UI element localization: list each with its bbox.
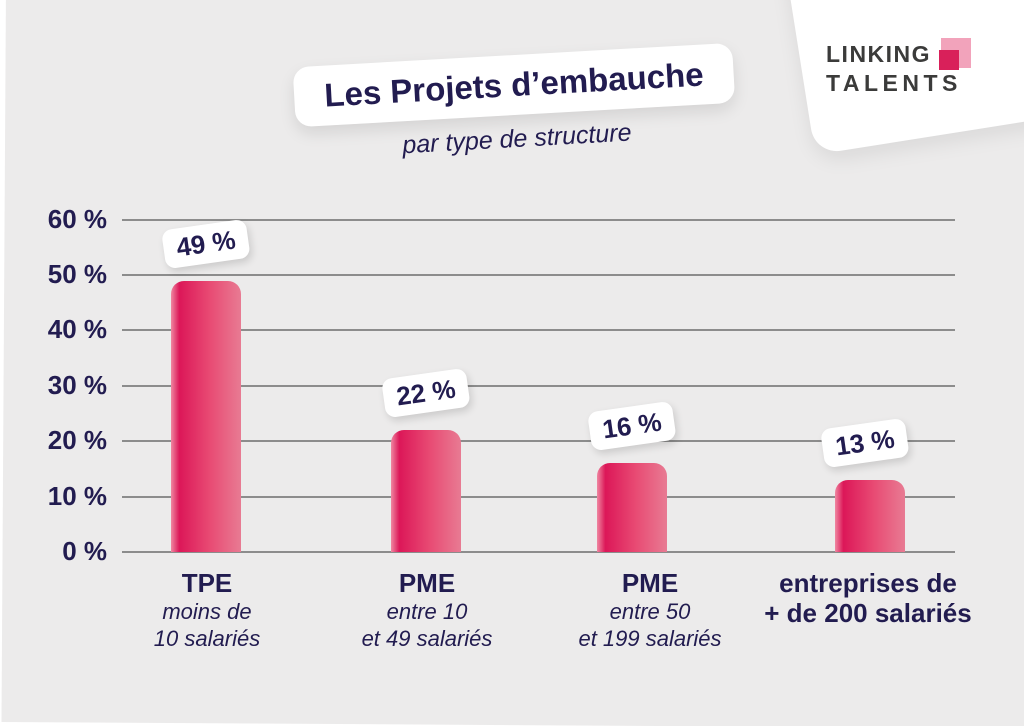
category-sublabel: entre 50 <box>609 599 691 624</box>
category-name: TPE <box>181 568 233 598</box>
y-axis-tick-label: 20 % <box>47 425 107 456</box>
category-sublabel: moins de <box>162 599 252 624</box>
category-label: entreprises de + de 200 salariés <box>738 568 998 629</box>
brand-word-talents: TALENTS <box>826 70 962 96</box>
bar-tpe <box>171 280 241 552</box>
category-name: PME <box>621 568 679 598</box>
brand-square-dark <box>939 50 960 70</box>
category-sublabel: et 49 salariés <box>361 626 493 651</box>
gridline-10% <box>122 495 955 498</box>
y-axis-tick-label: 60 % <box>47 203 107 234</box>
category-name: PME <box>398 568 456 598</box>
gridline-50% <box>122 274 955 276</box>
brand-logo: LINKING TALENTS <box>826 38 972 97</box>
gridline-0% <box>122 551 955 553</box>
brand-squares-icon <box>939 38 972 70</box>
y-axis-tick-label: 50 % <box>47 259 107 289</box>
gridline-40% <box>122 329 955 332</box>
gridline-20% <box>122 440 955 443</box>
y-axis-tick-label: 0 % <box>62 536 107 566</box>
value-label-tag: 22 % <box>381 367 471 419</box>
category-label: PME entre 10 et 49 salariés <box>297 568 557 652</box>
bar-entreprises-de <box>835 479 905 552</box>
gridline-60% <box>122 218 955 221</box>
value-label-tag: 13 % <box>820 417 910 469</box>
category-label: PME entre 50 et 199 salariés <box>520 568 780 652</box>
brand-word-linking: LINKING <box>826 40 932 67</box>
bar-pme <box>391 430 461 552</box>
value-label-tag: 16 % <box>587 401 677 452</box>
y-axis-tick-label: 10 % <box>47 480 107 511</box>
y-axis-tick-label: 40 % <box>47 314 107 345</box>
category-sublabel: et 199 salariés <box>578 626 722 651</box>
y-axis-tick-label: 30 % <box>47 369 107 400</box>
category-sublabel: 10 salariés <box>153 626 261 651</box>
category-label: TPE moins de 10 salariés <box>77 568 337 652</box>
category-sublabel: entre 10 <box>386 599 468 624</box>
gridline-30% <box>122 384 955 387</box>
category-sublabel: + de 200 salariés <box>764 598 972 628</box>
value-label-tag: 49 % <box>161 218 251 269</box>
bar-pme <box>597 463 667 552</box>
category-name: entreprises de <box>779 568 957 598</box>
